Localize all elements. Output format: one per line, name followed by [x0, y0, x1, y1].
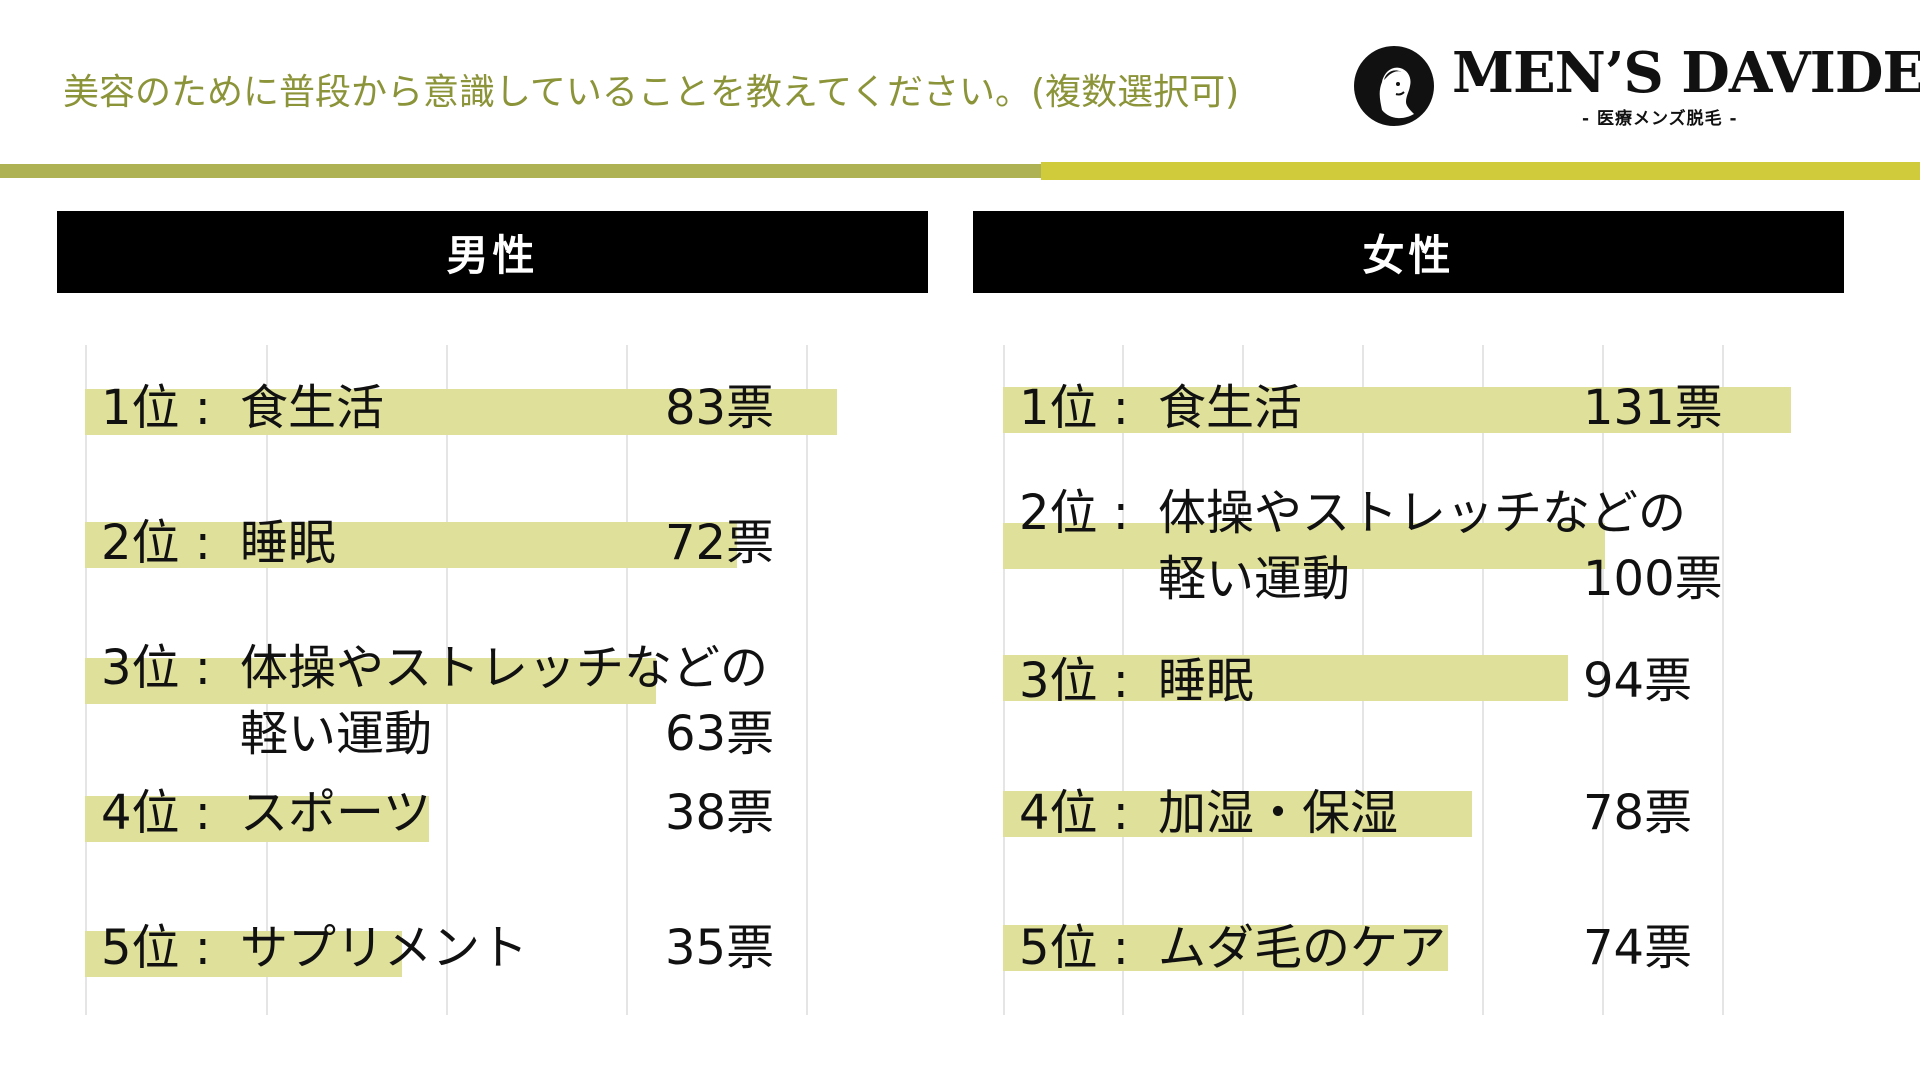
female-grid-line	[1602, 345, 1604, 1015]
male-grid-line	[806, 345, 808, 1015]
male-value-label-4: 38票	[665, 785, 775, 841]
male-bar-3	[85, 658, 656, 704]
male-rank-label-5: 5位 :	[101, 920, 211, 976]
male-rank-label-3: 3位 :	[101, 640, 211, 696]
male-category-label-1: 食生活	[240, 380, 385, 436]
male-category-label-2: 睡眠	[240, 515, 337, 571]
header-rule-right	[1041, 162, 1920, 180]
female-grid-line	[1722, 345, 1724, 1015]
brand-subtitle: - 医療メンズ脱毛 -	[1582, 109, 1738, 129]
male-category-label-4: スポーツ	[240, 785, 432, 841]
male-value-label-5: 35票	[665, 920, 775, 976]
male-ranking-chart: 1位 : 食生活 83票 2位 : 睡眠 72票 3位 : 体操やストレッチなどの 軽い運動 63…	[85, 345, 985, 1015]
female-value-label-2: 100票	[1583, 551, 1723, 607]
male-bar-1	[85, 389, 837, 435]
male-value-label-2: 72票	[665, 515, 775, 571]
male-rank-label-1: 1位 :	[101, 380, 211, 436]
female-category-label-4: 加湿・保湿	[1158, 785, 1399, 841]
female-rank-label-2: 2位 :	[1019, 485, 1129, 541]
female-category-label-1: 食生活	[1158, 380, 1303, 436]
male-rank-label-4: 4位 :	[101, 785, 211, 841]
page-title: 美容のために普段から意識していることを教えてください。(複数選択可)	[63, 72, 1240, 113]
male-category-label-3: 体操やストレッチなどの 軽い運動	[240, 640, 769, 762]
female-ranking-chart: 1位 : 食生活 131票 2位 : 体操やストレッチなどの 軽い運動 100票 3位 : 睡眠…	[1003, 345, 1903, 1015]
female-bar-1	[1003, 387, 1791, 433]
brand-logo: MEN’S DAVIDE - 医療メンズ脱毛 -	[1352, 40, 1920, 130]
female-rank-label-4: 4位 :	[1019, 785, 1129, 841]
female-bar-3	[1003, 655, 1568, 701]
female-rank-label-1: 1位 :	[1019, 380, 1129, 436]
male-value-label-1: 83票	[665, 380, 775, 436]
female-value-label-1: 131票	[1583, 380, 1723, 436]
female-category-label-5: ムダ毛のケア	[1158, 920, 1447, 976]
female-value-label-5: 74票	[1583, 920, 1693, 976]
female-category-label-3: 睡眠	[1158, 653, 1255, 709]
statue-bust-icon	[1354, 46, 1434, 126]
female-bar-2	[1003, 523, 1605, 569]
male-bar-2	[85, 522, 737, 568]
male-category-label-5: サプリメント	[240, 920, 529, 976]
female-bar-4	[1003, 791, 1472, 837]
female-rank-label-3: 3位 :	[1019, 653, 1129, 709]
female-value-label-4: 78票	[1583, 785, 1693, 841]
female-header: 女性	[973, 211, 1844, 293]
female-category-label-2: 体操やストレッチなどの 軽い運動	[1158, 485, 1687, 607]
female-value-label-3: 94票	[1583, 653, 1693, 709]
male-header: 男性	[57, 211, 928, 293]
female-bar-5	[1003, 925, 1448, 971]
male-bar-5	[85, 931, 402, 977]
male-rank-label-2: 2位 :	[101, 515, 211, 571]
header-rule-left	[0, 164, 1045, 178]
male-bar-4	[85, 796, 429, 842]
female-rank-label-5: 5位 :	[1019, 920, 1129, 976]
male-value-label-3: 63票	[665, 706, 775, 762]
brand-name: MEN’S DAVIDE	[1452, 40, 1920, 106]
